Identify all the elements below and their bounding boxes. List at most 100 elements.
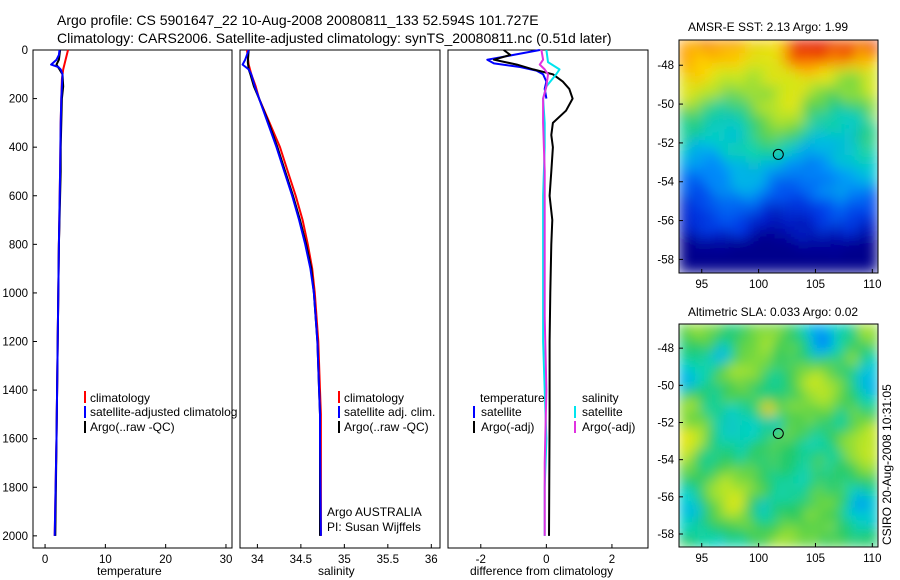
map-cell [824,402,833,410]
map-cell [791,162,799,171]
map-cell [850,330,859,338]
map-cell [784,454,793,463]
map-cell [744,539,753,547]
map-cell [724,324,733,332]
map-cell [771,210,779,219]
map-cell [705,448,713,456]
map-cell [811,258,819,267]
map-cell [837,441,846,450]
map-cell [864,238,872,247]
map-cell [691,87,700,96]
map-cell [771,217,779,226]
map-cell [744,265,753,273]
map-cell [724,183,733,192]
salinity-panel: 34 34.5 35 35.5 36 salinity climatology sate… [239,49,441,578]
map-cell [751,87,760,96]
map-cell [705,169,713,178]
map-cell [764,324,773,332]
map-cell [844,520,852,528]
map-cell [764,87,773,96]
map-cell [738,224,746,233]
map-cell [811,245,819,253]
map-cell [764,402,773,410]
map-cell [679,149,687,157]
map-cell [864,533,872,541]
map-cell [685,513,693,522]
map-cell [844,169,852,178]
map-cell [685,108,693,116]
map-cell [831,382,839,391]
map-cell [685,121,693,130]
map-cell [837,128,846,137]
map-cell [705,526,713,535]
map-cell [738,142,746,151]
map-cell [804,258,813,267]
map-cell [724,40,733,48]
map-cell [691,408,700,417]
map-cell [764,114,773,123]
map-cell [870,356,878,364]
map-cell [724,80,733,89]
map-cell [724,197,733,205]
map-cell [724,73,733,82]
map-cell [791,533,799,541]
map-cell [864,40,872,48]
map-cell [844,176,852,185]
map-cell [691,435,700,443]
map-cell [824,369,833,377]
map-cell [824,487,833,496]
map-cell [831,349,839,358]
map-cell [870,162,878,171]
map-cell [744,356,753,364]
map-cell [797,245,806,253]
map-cell [811,66,819,75]
map-cell [837,46,846,55]
map-cell [685,474,693,482]
map-cell [831,60,839,68]
map-cell [738,435,746,443]
map-cell [844,500,852,509]
map-cell [738,135,746,144]
map-cell [857,197,866,205]
map-cell [791,487,799,496]
map-cell [711,421,720,430]
lon-tick-label: 100 [749,279,768,291]
map-cell [804,80,813,89]
lat-tick-label: -52 [657,138,674,150]
map-cell [817,101,826,110]
map-cell [831,197,839,205]
map-cell [797,231,806,240]
map-cell [771,101,779,110]
depth-tick-label: 1200 [2,337,28,349]
map-cell [764,73,773,82]
map-cell [685,356,693,364]
map-cell [824,60,833,68]
map-cell [718,330,726,338]
map-cell [850,73,859,82]
map-cell [731,324,740,332]
map-cell [691,245,700,253]
map-cell [850,183,859,192]
map-cell [751,324,760,332]
map-cell [870,375,878,384]
map-cell [705,343,713,351]
map-cell [771,402,779,410]
map-cell [844,46,852,55]
map-cell [718,474,726,482]
map-cell [698,441,707,450]
map-cell [817,203,826,212]
x-tick-label: 36 [425,554,438,566]
map-cell [824,480,833,489]
map-cell [744,421,753,430]
map-cell [764,369,773,377]
map-cell [691,362,700,371]
map-cell [817,500,826,509]
sst-map-panel: AMSR-E SST: 2.13 Argo: 1.99 95 100 105 110-… [657,20,881,291]
map-cell [764,533,773,541]
map-cell [758,408,766,417]
map-cell [778,251,786,260]
map-cell [857,217,866,226]
legend-label-satellite-adj: satellite adj. clim. [344,405,435,419]
map-cell [698,520,707,528]
map-cell [870,142,878,151]
